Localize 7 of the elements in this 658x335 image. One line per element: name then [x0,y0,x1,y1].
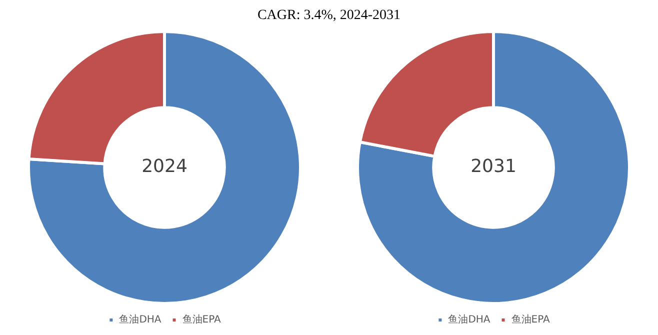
text: 2031 [470,156,516,178]
legend-label: 鱼油EPA [182,314,221,326]
legend-label: 鱼油DHA [119,314,162,326]
text: CAGR: 3.4%, 2024-2031 [256,8,402,24]
text: 2024 [142,156,188,178]
legend-label: 鱼油DHA [448,314,490,326]
legend-label: 鱼油EPA [511,314,550,326]
